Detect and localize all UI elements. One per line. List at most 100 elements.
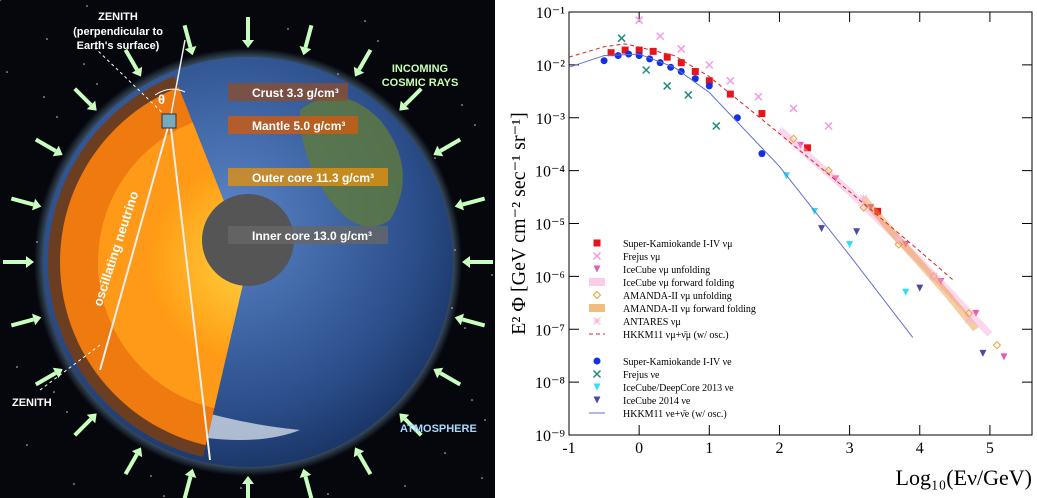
marker [594,384,601,391]
mantle-label: Mantle 5.0 g/cm³ [252,119,345,133]
marker [594,292,601,299]
legend-label: Super-Kamiokande I-IV νe [623,357,732,368]
star [26,444,28,446]
star [163,495,165,497]
crust-label: Crust 3.3 g/cm³ [252,86,339,100]
marker [853,228,860,235]
marker [755,93,762,100]
marker [860,195,867,202]
marker [657,33,664,40]
legend-label: IceCube νμ unfolding [623,265,710,276]
marker [636,52,643,59]
chart: 10⁻⁹ 10⁻⁸ 10⁻⁷ 10⁻⁶ 10⁻⁵ 10⁻⁴ 10⁻³ 10⁻² 10⁻¹ -1 0 1… [495,0,1037,498]
y-tick-label: 10⁻² [536,58,565,75]
star [471,399,473,401]
legend-label: IceCube/DeepCore 2013 νe [623,383,734,394]
star [56,116,58,118]
star [83,63,85,65]
incoming-label: INCOMING [392,63,448,75]
star [464,327,466,329]
star [240,487,242,489]
marker [727,77,734,84]
marker [993,342,1000,349]
marker [895,236,902,243]
marker [685,91,692,98]
legend-label: Frejus νμ [623,252,660,263]
y-tick-label: 10⁻⁵ [535,217,565,234]
star [150,475,152,477]
legend-label: IceCube 2014 νe [623,396,691,407]
marker [664,54,671,61]
marker [594,253,601,260]
y-tick-label: 10⁻⁷ [535,322,565,339]
legend-band [589,278,605,286]
marker [706,61,713,68]
zenith-label: ZENITH [98,11,138,23]
y-tick-label: 10⁻⁴ [535,164,565,181]
incoming-label: COSMIC RAYS [382,77,459,89]
outer-core-label: Outer core 11.3 g/cm³ [252,171,374,185]
atmosphere-label: ATMOSPHERE [400,423,477,435]
marker [678,59,685,66]
legend-label: AMANDA-II νμ unfolding [623,291,732,302]
x-tick-label: 3 [846,440,854,457]
legend-label: HKKM11 νe+ν̄e (w/ osc.) [623,409,727,420]
star [377,40,379,42]
marker [706,82,713,89]
marker [692,68,699,75]
page: ZENITH (perpendicular to Earth's surface… [0,0,1037,498]
legend-label: IceCube νμ forward folding [623,278,734,289]
x-tick-label: 5 [986,440,994,457]
legend-band [589,304,605,312]
marker [601,57,608,64]
star [46,38,48,40]
legend-label: AMANDA-II νμ forward folding [623,304,756,315]
marker [713,122,720,129]
marker [650,48,657,55]
inner-core-label: Inner core 13.0 g/cm³ [252,229,372,243]
marker [664,82,671,89]
marker [594,397,601,404]
star [364,20,366,22]
y-tick-label: 10⁻¹ [536,5,565,22]
marker [979,350,986,357]
star [43,96,45,98]
x-tick-label: 1 [705,440,713,457]
x-tick-label: -1 [562,440,575,457]
marker [594,358,601,365]
marker [618,35,625,42]
marker [825,122,832,129]
y-tick-label: 10⁻⁸ [535,375,565,392]
marker [965,316,972,323]
marker [846,241,853,248]
marker [902,289,909,296]
star [86,5,88,7]
legend: Super-Kamiokande I-IV νμ Frejus νμ IceCube… [589,239,756,420]
x-tick-label: 2 [775,440,783,457]
x-tick-label: 4 [916,440,924,457]
star [491,274,493,276]
star [444,452,446,454]
star [16,366,18,368]
marker [678,45,685,52]
y-axis-label: E² Φ [GeV cm⁻² sec⁻¹ sr⁻¹] [508,112,530,335]
star [96,83,98,85]
star [461,104,463,106]
marker [1000,353,1007,360]
star [73,483,75,485]
x-tick-label: 0 [635,440,643,457]
zenith-note: (perpendicular to [73,26,163,38]
legend-label: Super-Kamiokande I-IV νμ [623,239,732,250]
x-axis-label: Log₁₀(Eν/GeV) [896,465,1032,490]
marker [594,266,601,273]
y-tick-label: 10⁻⁹ [535,428,565,445]
marker [818,225,825,232]
y-tick-label: 10⁻³ [536,111,565,128]
marker [758,110,765,117]
zenith-bottom-label: ZENITH [12,397,52,409]
marker [916,285,923,292]
y-tick-label: 10⁻⁶ [535,269,565,286]
theta-label: θ [158,92,165,107]
star [287,28,289,30]
star [66,411,68,413]
